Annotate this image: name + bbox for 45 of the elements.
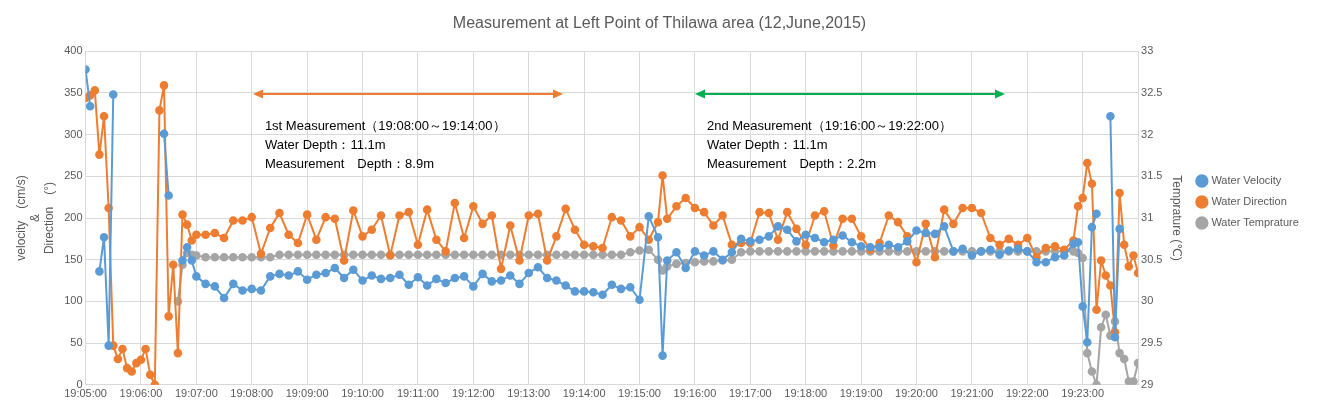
x-tick-label: 19:18:00	[784, 387, 828, 400]
y-tick-label: 350	[64, 85, 83, 98]
y2-tick-label: 32	[1141, 127, 1154, 140]
y-axis-title: velocity (cm/s) & Direction (°)	[13, 175, 57, 261]
y-tick-label: 150	[64, 252, 83, 265]
x-tick-label: 19:16:00	[673, 387, 717, 400]
y2-tick-label: 31	[1141, 211, 1154, 224]
y2-tick-label: 32.5	[1141, 85, 1163, 98]
y2-axis-title: Temprature (℃)	[1170, 175, 1185, 261]
x-tick-label: 19:09:00	[285, 387, 329, 400]
y-tick-label: 400	[64, 44, 83, 57]
x-tick-label: 19:12:00	[451, 387, 495, 400]
x-tick-label: 19:11:00	[396, 387, 439, 400]
y2-tick-label: 31.5	[1141, 169, 1163, 182]
annotation: 1st Measurement（19:08:00～19:14:00） Water Depth：11.1m Measurement Depth：8.9m	[264, 116, 506, 173]
x-tick-label: 19:13:00	[507, 387, 551, 400]
y-tick-label: 0	[76, 377, 83, 390]
x-tick-label: 19:05:00	[64, 387, 107, 400]
y-tick-label: 250	[64, 169, 83, 182]
y-tick-label: 200	[64, 211, 83, 224]
legend-label: Water Direction	[1211, 195, 1287, 208]
x-tick-label: 19:07:00	[174, 387, 218, 400]
chart-title: Measurement at Left Point of Thilawa area (12,June,2015)	[452, 14, 867, 32]
x-tick-label: 19:19:00	[839, 387, 883, 400]
x-tick-label: 19:17:00	[728, 387, 772, 400]
x-tick-label: 19:06:00	[119, 387, 163, 400]
x-tick-label: 19:15:00	[618, 387, 661, 400]
y-tick-label: 300	[64, 127, 83, 140]
legend-label: Water Temprature	[1211, 216, 1299, 229]
y2-tick-label: 29.5	[1141, 336, 1163, 349]
x-tick-label: 19:22:00	[1005, 387, 1049, 400]
y-tick-label: 50	[70, 336, 83, 349]
legend-label: Water Velocity	[1211, 174, 1282, 187]
x-tick-label: 19:08:00	[230, 387, 274, 400]
annotation: 2nd Measurement（19:16:00～19:22:00） Water Depth：11.1m Measurement Depth：2.2m	[706, 116, 952, 173]
y2-tick-label: 29	[1141, 377, 1154, 390]
x-tick-label: 19:14:00	[562, 387, 606, 400]
y-tick-label: 100	[64, 294, 83, 307]
y2-tick-label: 30	[1141, 294, 1154, 307]
y2-tick-label: 30.5	[1141, 252, 1163, 265]
x-tick-label: 19:23:00	[1061, 387, 1105, 400]
x-tick-label: 19:10:00	[341, 387, 384, 400]
x-tick-label: 19:20:00	[895, 387, 938, 400]
x-tick-label: 19:21:00	[950, 387, 994, 400]
y2-tick-label: 33	[1141, 44, 1154, 57]
